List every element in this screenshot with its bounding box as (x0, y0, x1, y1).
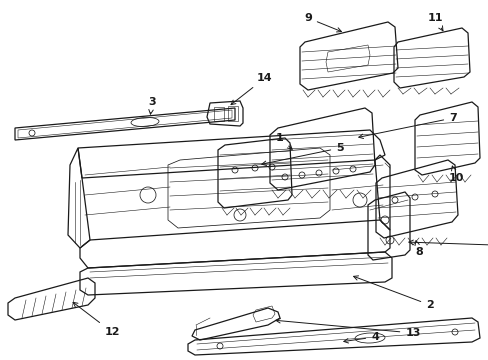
Text: 12: 12 (73, 302, 120, 337)
Text: 14: 14 (230, 73, 272, 105)
Text: 9: 9 (304, 13, 341, 32)
Text: 10: 10 (447, 166, 463, 183)
Text: 5: 5 (261, 143, 343, 166)
Text: 6: 6 (408, 240, 488, 253)
Text: 11: 11 (427, 13, 442, 31)
Text: 7: 7 (358, 113, 456, 139)
Text: 4: 4 (343, 332, 378, 343)
Text: 3: 3 (148, 97, 156, 114)
Text: 2: 2 (353, 276, 433, 310)
Text: 1: 1 (276, 133, 291, 149)
Text: 8: 8 (414, 241, 422, 257)
Text: 13: 13 (275, 319, 420, 338)
